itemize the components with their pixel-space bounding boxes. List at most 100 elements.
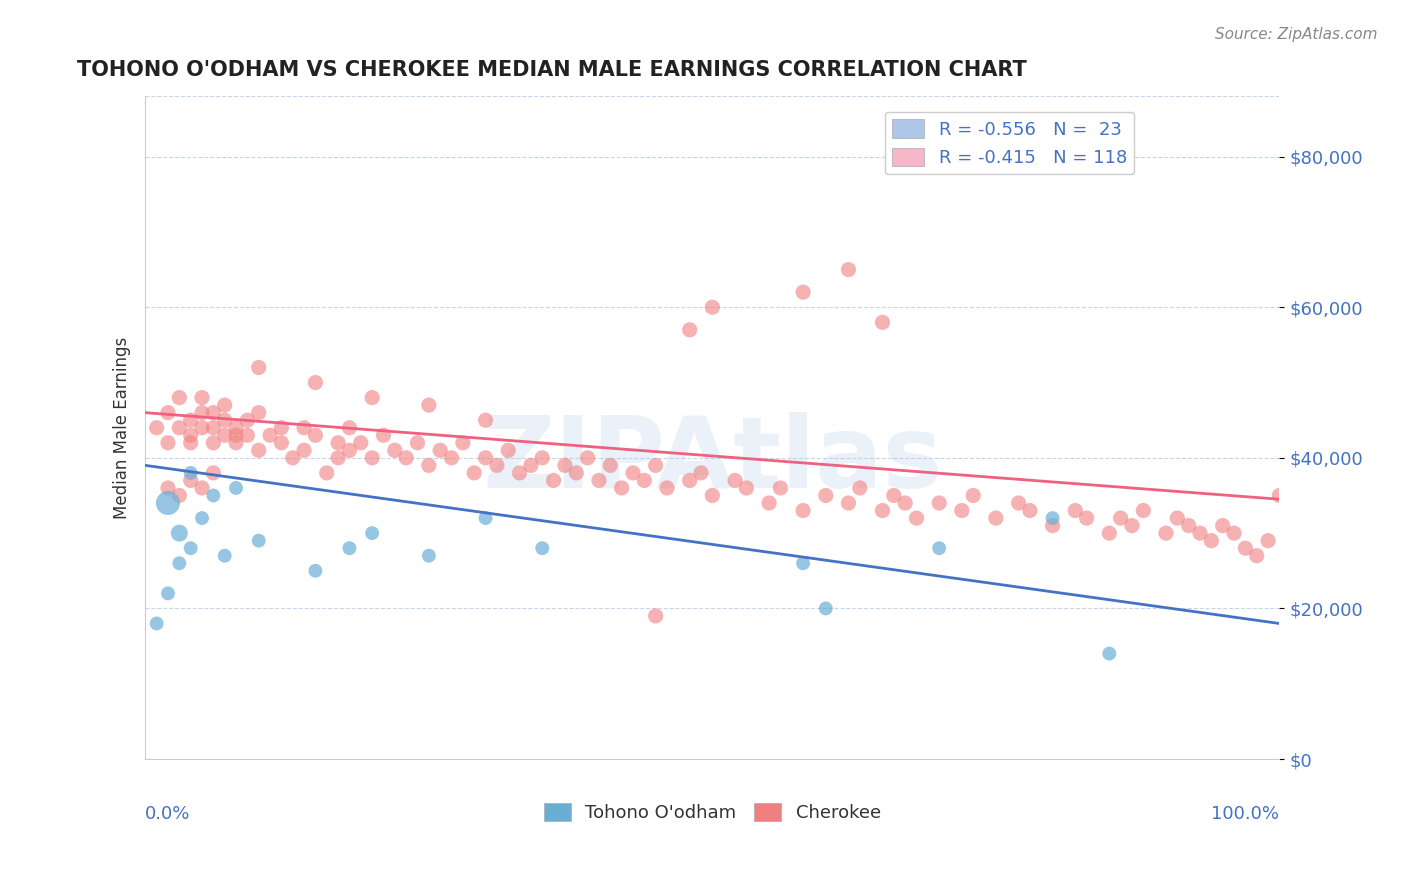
Point — [1007, 496, 1029, 510]
Point — [191, 406, 214, 420]
Point — [565, 466, 588, 480]
Point — [214, 549, 236, 563]
Point — [270, 421, 292, 435]
Point — [247, 406, 270, 420]
Point — [621, 466, 644, 480]
Point — [326, 450, 349, 465]
Point — [1257, 533, 1279, 548]
Point — [1019, 503, 1042, 517]
Point — [474, 511, 496, 525]
Point — [156, 406, 179, 420]
Point — [679, 474, 702, 488]
Y-axis label: Median Male Earnings: Median Male Earnings — [114, 336, 131, 519]
Point — [655, 481, 678, 495]
Point — [361, 450, 384, 465]
Point — [543, 474, 565, 488]
Point — [758, 496, 780, 510]
Point — [1098, 526, 1121, 541]
Point — [463, 466, 485, 480]
Point — [180, 435, 202, 450]
Point — [326, 435, 349, 450]
Point — [270, 435, 292, 450]
Point — [1098, 647, 1121, 661]
Text: ZIPAtlas: ZIPAtlas — [482, 412, 942, 509]
Point — [169, 488, 191, 502]
Point — [792, 503, 814, 517]
Point — [950, 503, 973, 517]
Point — [474, 450, 496, 465]
Point — [292, 421, 315, 435]
Point — [599, 458, 621, 473]
Point — [520, 458, 543, 473]
Point — [814, 601, 837, 615]
Point — [180, 474, 202, 488]
Point — [225, 421, 247, 435]
Point — [169, 526, 191, 541]
Point — [735, 481, 758, 495]
Point — [339, 421, 361, 435]
Point — [236, 413, 259, 427]
Text: Source: ZipAtlas.com: Source: ZipAtlas.com — [1215, 27, 1378, 42]
Point — [1212, 518, 1234, 533]
Point — [169, 421, 191, 435]
Point — [395, 450, 418, 465]
Point — [191, 511, 214, 525]
Point — [214, 428, 236, 442]
Point — [883, 488, 905, 502]
Point — [156, 435, 179, 450]
Point — [872, 503, 894, 517]
Point — [679, 323, 702, 337]
Point — [849, 481, 872, 495]
Point — [724, 474, 747, 488]
Point — [145, 421, 167, 435]
Point — [872, 315, 894, 329]
Point — [202, 466, 225, 480]
Point — [384, 443, 406, 458]
Point — [451, 435, 474, 450]
Point — [1223, 526, 1246, 541]
Point — [1109, 511, 1132, 525]
Point — [1076, 511, 1098, 525]
Point — [361, 391, 384, 405]
Point — [814, 488, 837, 502]
Point — [610, 481, 633, 495]
Point — [474, 413, 496, 427]
Point — [702, 488, 724, 502]
Point — [247, 443, 270, 458]
Legend: Tohono O'odham, Cherokee: Tohono O'odham, Cherokee — [537, 796, 889, 830]
Point — [169, 391, 191, 405]
Point — [1042, 511, 1064, 525]
Point — [531, 541, 554, 556]
Point — [180, 428, 202, 442]
Point — [225, 435, 247, 450]
Point — [496, 443, 519, 458]
Point — [214, 398, 236, 412]
Point — [792, 285, 814, 300]
Point — [236, 428, 259, 442]
Point — [304, 376, 326, 390]
Point — [588, 474, 610, 488]
Point — [247, 360, 270, 375]
Text: 100.0%: 100.0% — [1212, 805, 1279, 823]
Point — [962, 488, 984, 502]
Point — [247, 533, 270, 548]
Point — [1121, 518, 1143, 533]
Point — [644, 609, 666, 624]
Point — [145, 616, 167, 631]
Point — [225, 481, 247, 495]
Point — [1166, 511, 1188, 525]
Point — [225, 428, 247, 442]
Point — [769, 481, 792, 495]
Point — [202, 406, 225, 420]
Point — [837, 496, 859, 510]
Point — [315, 466, 337, 480]
Point — [429, 443, 451, 458]
Point — [180, 466, 202, 480]
Point — [350, 435, 373, 450]
Point — [702, 300, 724, 314]
Point — [214, 413, 236, 427]
Point — [690, 466, 713, 480]
Point — [169, 556, 191, 570]
Point — [792, 556, 814, 570]
Point — [1177, 518, 1199, 533]
